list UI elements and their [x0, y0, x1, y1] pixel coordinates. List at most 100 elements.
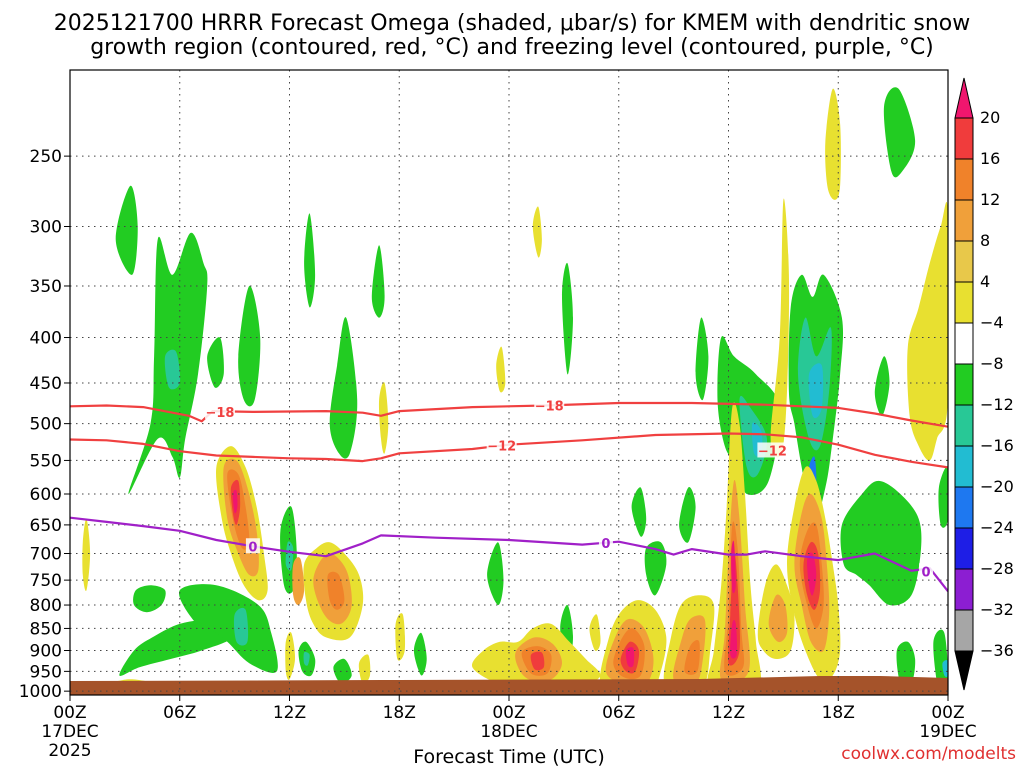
contour-line	[70, 401, 948, 428]
omega-shade-region	[825, 88, 841, 200]
contour-line	[70, 432, 948, 469]
x-tick-label: 06Z	[163, 703, 196, 723]
x-tick-label: 18DEC	[480, 722, 537, 742]
omega-shade-region	[487, 542, 504, 606]
omega-shade-region	[358, 654, 371, 684]
colorbar-bottom-arrow	[954, 650, 974, 691]
colorbar-swatch	[954, 281, 974, 324]
contour-label: 0	[922, 565, 931, 580]
omega-shade-region	[329, 317, 358, 459]
omega-shade-region	[631, 487, 647, 537]
colorbar-label: 8	[980, 231, 990, 250]
colorbar-swatch	[954, 158, 974, 201]
omega-shade-region	[115, 185, 138, 275]
omega-shade-region	[378, 382, 389, 454]
omega-shade-region	[840, 480, 922, 606]
y-tick-label: 700	[30, 545, 62, 565]
y-tick-label: 1000	[19, 682, 62, 702]
contour-label: 0	[248, 540, 257, 555]
x-tick-label: 00Z	[53, 703, 86, 723]
omega-shade-region	[589, 614, 601, 652]
y-tick-label: 350	[30, 277, 62, 297]
y-axis: 2503003504004505005506006507007508008509…	[19, 147, 70, 702]
x-axis-label: Forecast Time (UTC)	[413, 746, 604, 768]
omega-shade-region	[304, 213, 316, 308]
colorbar-label: −36	[980, 641, 1014, 660]
y-tick-label: 400	[30, 329, 62, 349]
y-tick-label: 900	[30, 641, 62, 661]
colorbar-label: −24	[980, 518, 1014, 537]
omega-shade-region	[303, 652, 310, 666]
omega-shade-region	[207, 337, 224, 388]
y-tick-label: 500	[30, 415, 62, 435]
contour-label-bg	[245, 538, 260, 554]
omega-shade-region	[285, 632, 296, 680]
x-tick-label: 12Z	[712, 703, 745, 723]
omega-shade-region	[292, 557, 305, 606]
chart-title-line2: growth region (contoured, red, °C) and f…	[90, 35, 934, 60]
contour-label-bg	[757, 442, 788, 458]
omega-shade-region	[625, 647, 635, 668]
terrain-layer	[70, 676, 948, 695]
y-tick-label: 950	[30, 662, 62, 682]
terrain-ground	[70, 676, 948, 695]
colorbar-swatch	[954, 609, 974, 652]
omega-shade-region	[371, 245, 385, 318]
colorbar-label: 16	[980, 149, 1000, 168]
omega-shade-region	[532, 206, 542, 258]
x-tick-label: 2025	[48, 741, 91, 761]
omega-shade-region	[942, 660, 948, 678]
contour-label: 0	[601, 537, 610, 552]
omega-shade-region	[133, 585, 166, 613]
gridlines	[70, 70, 948, 695]
colorbar-label: −28	[980, 559, 1014, 578]
omega-shade-region	[82, 518, 91, 592]
omega-shade-region	[232, 489, 238, 514]
omega-shade-region	[119, 620, 232, 676]
x-tick-label: 19DEC	[919, 722, 976, 742]
colorbar-swatch	[954, 240, 974, 283]
y-tick-label: 750	[30, 571, 62, 591]
colorbar-swatch	[954, 445, 974, 488]
omega-shade-region	[679, 487, 696, 543]
colorbar-swatch	[954, 527, 974, 570]
colorbar-label: −16	[980, 436, 1014, 455]
y-tick-label: 600	[30, 485, 62, 505]
x-tick-label: 00Z	[492, 703, 525, 723]
contour-label-bg	[919, 563, 934, 579]
omega-shade-region	[327, 571, 345, 610]
colorbar-label: 4	[980, 272, 990, 291]
contour-label-bg	[534, 397, 565, 413]
x-tick-label: 18Z	[822, 703, 855, 723]
x-tick-label: 18Z	[383, 703, 416, 723]
colorbar-swatch	[954, 486, 974, 529]
x-tick-label: 06Z	[602, 703, 635, 723]
colorbar-swatch	[954, 404, 974, 447]
y-tick-label: 450	[30, 374, 62, 394]
colorbar-label: −8	[980, 354, 1004, 373]
omega-shade-region	[413, 632, 427, 676]
omega-shade-region	[644, 541, 667, 596]
omega-shade-region	[530, 651, 545, 671]
omega-shade-region	[768, 594, 788, 643]
chart-title-line1: 2025121700 HRRR Forecast Omega (shaded, …	[54, 11, 970, 36]
colorbar-label: −12	[980, 395, 1014, 414]
colorbar-label: 12	[980, 190, 1000, 209]
y-tick-label: 300	[30, 217, 62, 237]
x-tick-label: 00Z	[931, 703, 964, 723]
colorbar-swatch	[954, 568, 974, 611]
colorbar-swatch	[954, 199, 974, 242]
omega-shade-region	[770, 198, 790, 458]
omega-shade-region	[496, 346, 506, 393]
x-tick-label: 12Z	[273, 703, 306, 723]
omega-shade-region	[730, 620, 738, 659]
omega-shade-region	[395, 613, 406, 661]
omega-shade-region	[695, 317, 709, 401]
contour-label: −18	[535, 399, 564, 414]
omega-shade-region	[938, 466, 948, 528]
contour-label-bg	[204, 403, 235, 419]
colorbar-label: 20	[980, 108, 1000, 127]
credit-link[interactable]: coolwx.com/modelts	[841, 744, 1016, 764]
